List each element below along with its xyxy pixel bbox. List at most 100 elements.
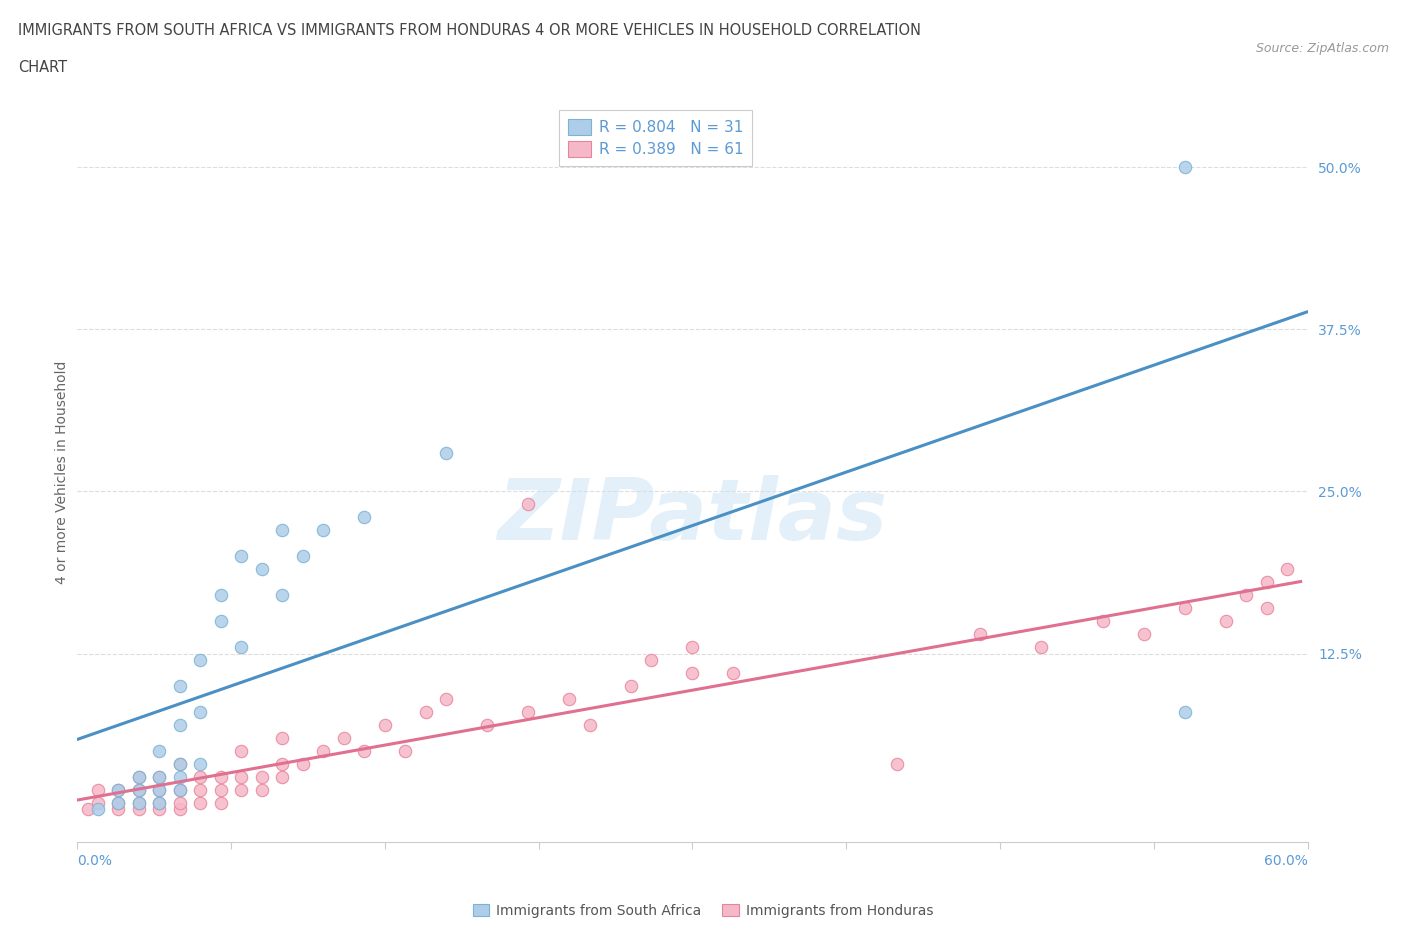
Point [291, 549, 314, 564]
Point [107, 782, 129, 797]
Point [271, 756, 294, 771]
Point [1256, 575, 1278, 590]
Point [188, 795, 212, 810]
Point [128, 802, 150, 817]
Point [188, 705, 212, 720]
Point [682, 640, 704, 655]
Point [169, 795, 191, 810]
Point [1029, 640, 1052, 655]
Point [87, 802, 110, 817]
Point [353, 743, 375, 758]
Point [148, 769, 170, 784]
Point [107, 802, 129, 817]
Point [148, 782, 170, 797]
Point [250, 769, 273, 784]
Point [477, 717, 499, 732]
Point [209, 588, 232, 603]
Point [209, 614, 232, 629]
Point [620, 679, 643, 694]
Point [231, 782, 253, 797]
Point [517, 705, 540, 720]
Point [209, 769, 232, 784]
Point [188, 769, 212, 784]
Text: 0.0%: 0.0% [77, 854, 112, 868]
Point [148, 795, 170, 810]
Point [353, 510, 375, 525]
Point [271, 588, 294, 603]
Point [209, 782, 232, 797]
Point [436, 692, 458, 707]
Point [128, 782, 150, 797]
Point [107, 782, 129, 797]
Point [250, 562, 273, 577]
Point [579, 717, 602, 732]
Point [148, 795, 170, 810]
Point [128, 782, 150, 797]
Point [558, 692, 581, 707]
Point [271, 523, 294, 538]
Point [148, 782, 170, 797]
Point [394, 743, 416, 758]
Point [169, 756, 191, 771]
Point [169, 717, 191, 732]
Point [312, 523, 335, 538]
Point [640, 653, 662, 668]
Point [415, 705, 437, 720]
Point [886, 756, 908, 771]
Point [723, 666, 745, 681]
Point [1256, 601, 1278, 616]
Point [148, 743, 170, 758]
Text: IMMIGRANTS FROM SOUTH AFRICA VS IMMIGRANTS FROM HONDURAS 4 OR MORE VEHICLES IN H: IMMIGRANTS FROM SOUTH AFRICA VS IMMIGRAN… [18, 23, 921, 38]
Point [1275, 562, 1298, 577]
Text: 60.0%: 60.0% [1264, 854, 1308, 868]
Point [231, 743, 253, 758]
Y-axis label: 4 or more Vehicles in Household: 4 or more Vehicles in Household [55, 360, 69, 584]
Point [374, 717, 396, 732]
Point [1234, 588, 1257, 603]
Point [209, 795, 232, 810]
Point [169, 769, 191, 784]
Point [87, 795, 110, 810]
Text: CHART: CHART [18, 60, 67, 75]
Point [1132, 627, 1154, 642]
Point [333, 730, 356, 745]
Point [188, 782, 212, 797]
Point [517, 497, 540, 512]
Point [128, 795, 150, 810]
Point [107, 795, 129, 810]
Point [1091, 614, 1114, 629]
Point [250, 782, 273, 797]
Point [188, 653, 212, 668]
Point [231, 769, 253, 784]
Point [1174, 705, 1197, 720]
Point [188, 756, 212, 771]
Point [148, 802, 170, 817]
Point [169, 802, 191, 817]
Point [128, 769, 150, 784]
Point [231, 640, 253, 655]
Text: ZIPatlas: ZIPatlas [498, 475, 887, 558]
Point [148, 769, 170, 784]
Point [291, 756, 314, 771]
Legend: Immigrants from South Africa, Immigrants from Honduras: Immigrants from South Africa, Immigrants… [467, 898, 939, 923]
Point [231, 549, 253, 564]
Point [87, 782, 110, 797]
Point [682, 666, 704, 681]
Point [1174, 601, 1197, 616]
Point [76, 802, 98, 817]
Point [1215, 614, 1237, 629]
Point [128, 795, 150, 810]
Point [169, 756, 191, 771]
Point [1174, 160, 1197, 175]
Point [969, 627, 991, 642]
Point [169, 782, 191, 797]
Point [436, 445, 458, 460]
Point [169, 782, 191, 797]
Point [271, 769, 294, 784]
Point [169, 679, 191, 694]
Point [312, 743, 335, 758]
Legend: R = 0.804   N = 31, R = 0.389   N = 61: R = 0.804 N = 31, R = 0.389 N = 61 [558, 110, 752, 166]
Point [271, 730, 294, 745]
Point [128, 769, 150, 784]
Text: Source: ZipAtlas.com: Source: ZipAtlas.com [1256, 42, 1389, 55]
